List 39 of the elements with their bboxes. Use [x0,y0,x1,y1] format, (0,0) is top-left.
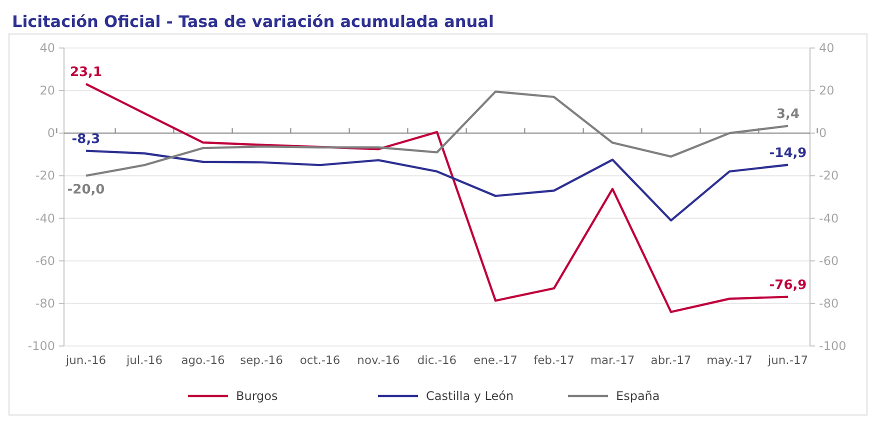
y2-tick-label: -40 [819,211,839,226]
y2-tick-label: 40 [819,41,834,55]
legend-label: Castilla y León [426,389,514,403]
y2-tick-label: -20 [819,168,839,183]
x-tick-label: nov.-16 [357,353,400,367]
y-tick-label: -80 [35,296,55,310]
x-tick-label: oct.-16 [300,353,340,367]
legend-label: España [616,389,660,403]
x-tick-label: ene.-17 [474,353,518,367]
data-label: -20,0 [67,182,105,198]
x-tick-label: dic.-16 [417,353,457,367]
x-tick-label: jun.-17 [766,353,808,367]
chart-title: Licitación Oficial - Tasa de variación acumulada anual [12,12,494,31]
y-tick-label: 40 [40,41,55,55]
legend-label: Burgos [236,389,278,403]
x-tick-label: ago.-16 [181,353,225,367]
x-tick-label: jun.-16 [64,353,106,367]
y-tick-label: -20 [35,168,55,183]
x-tick-label: mar.-17 [590,353,635,367]
y-tick-label: -40 [35,211,55,226]
data-label: 3,4 [776,106,800,122]
data-label: -14,9 [769,146,807,161]
y2-tick-label: -100 [819,339,846,353]
x-tick-label: jul.-16 [125,353,163,367]
y2-tick-label: -80 [819,296,839,310]
x-tick-label: may.-17 [706,353,752,367]
x-tick-label: abr.-17 [650,353,692,367]
data-label: 23,1 [70,64,102,80]
data-label: -76,9 [769,278,807,293]
y2-tick-label: 0 [819,126,827,140]
y-tick-label: -100 [28,339,55,353]
y2-tick-label: -60 [819,254,839,268]
y2-tick-label: 20 [819,84,834,98]
x-tick-label: feb.-17 [534,353,574,367]
x-tick-label: sep.-16 [240,353,283,367]
data-label: -8,3 [72,132,100,147]
y-tick-label: 20 [40,84,55,98]
y-tick-label: -60 [35,254,55,268]
y-tick-label: 0 [47,126,55,140]
